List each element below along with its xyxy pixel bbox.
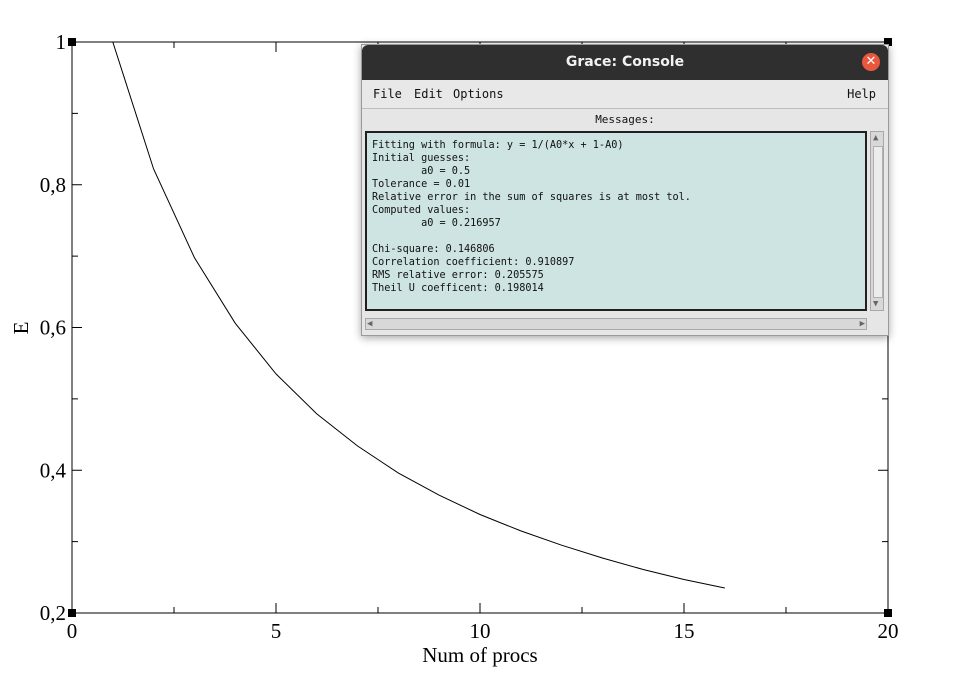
- console-titlebar[interactable]: Grace: Console ✕: [362, 45, 888, 80]
- scroll-down-icon[interactable]: ▼: [873, 299, 879, 309]
- message-line: a0 = 0.216957: [372, 218, 501, 229]
- close-icon[interactable]: ✕: [862, 53, 880, 71]
- menu-help[interactable]: Help: [847, 87, 876, 101]
- message-line: Relative error in the sum of squares is …: [372, 192, 691, 203]
- selection-handle[interactable]: [68, 38, 76, 46]
- y-tick-labels: 0,2 0,4 0,6 0,8 1: [40, 30, 67, 625]
- y-tick-label: 0,2: [40, 601, 66, 625]
- x-tick-label: 0: [67, 619, 78, 643]
- vertical-scrollbar[interactable]: ▲ ▼: [870, 131, 884, 311]
- selection-handle[interactable]: [884, 609, 892, 617]
- console-title: Grace: Console: [565, 54, 685, 70]
- series-line: [112, 41, 725, 589]
- x-tick-label: 20: [878, 619, 899, 643]
- scroll-right-icon[interactable]: ▶: [859, 319, 865, 329]
- message-line: a0 = 0.5: [372, 166, 471, 177]
- message-line: Tolerance = 0.01: [372, 179, 471, 190]
- message-line: Correlation coefficient: 0.910897: [372, 257, 575, 268]
- y-tick-label: 0,8: [40, 173, 66, 197]
- message-line: Computed values:: [372, 205, 471, 216]
- x-tick-label: 10: [470, 619, 491, 643]
- message-line: Initial guesses:: [372, 153, 471, 164]
- messages-label: Messages:: [595, 113, 655, 126]
- y-axis-label: E: [9, 322, 33, 335]
- scroll-up-icon[interactable]: ▲: [873, 133, 879, 143]
- frame-handles: [68, 38, 892, 617]
- message-line: Chi-square: 0.146806: [372, 244, 495, 255]
- console-window[interactable]: Grace: Console ✕ File Edit Options Help …: [361, 44, 889, 336]
- menu-bar: File Edit Options Help: [362, 80, 888, 109]
- selection-handle[interactable]: [884, 38, 892, 46]
- menu-file[interactable]: File: [373, 87, 402, 101]
- message-line: Theil U coefficent: 0.198014: [372, 283, 544, 294]
- menu-edit[interactable]: Edit: [414, 87, 443, 101]
- scroll-thumb[interactable]: [873, 146, 883, 298]
- messages-text[interactable]: Fitting with formula: y = 1/(A0*x + 1-A0…: [365, 131, 867, 311]
- menu-options[interactable]: Options: [453, 87, 504, 101]
- message-line: RMS relative error: 0.205575: [372, 270, 544, 281]
- x-axis-label: Num of procs: [422, 643, 537, 667]
- y-tick-label: 1: [56, 30, 67, 54]
- y-tick-label: 0,6: [40, 316, 66, 340]
- y-tick-label: 0,4: [40, 458, 67, 482]
- x-tick-label: 5: [271, 619, 282, 643]
- x-tick-labels: 0 5 10 15 20: [67, 619, 899, 643]
- scroll-left-icon[interactable]: ◀: [367, 319, 373, 329]
- selection-handle[interactable]: [68, 609, 76, 617]
- message-line: [372, 230, 860, 243]
- x-tick-label: 15: [674, 619, 695, 643]
- horizontal-scrollbar[interactable]: ◀ ▶: [365, 318, 867, 330]
- message-line: Fitting with formula: y = 1/(A0*x + 1-A0…: [372, 140, 624, 151]
